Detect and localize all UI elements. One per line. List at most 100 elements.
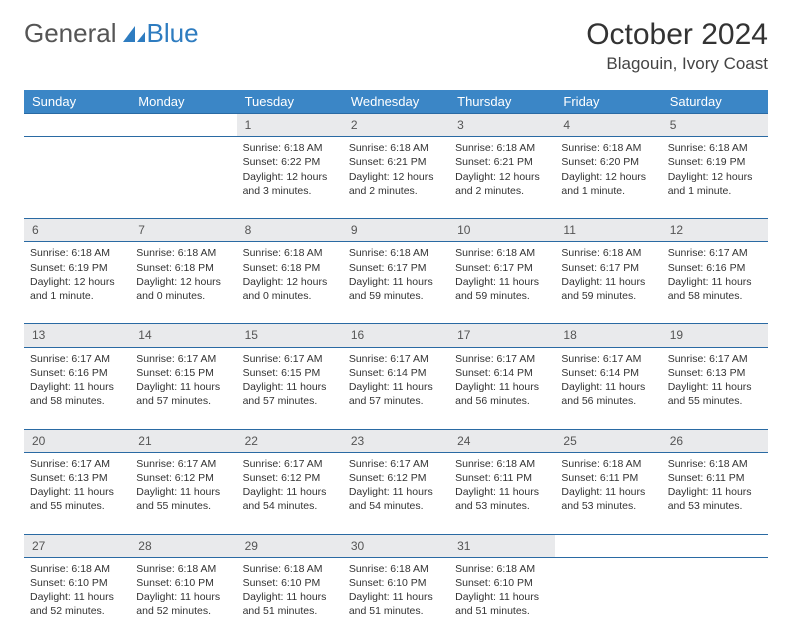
day-sunrise: Sunrise: 6:18 AM [30, 562, 124, 576]
day-number: 23 [343, 429, 449, 452]
day-sunrise: Sunrise: 6:18 AM [136, 246, 230, 260]
day-sunrise: Sunrise: 6:18 AM [136, 562, 230, 576]
day-cell: Sunrise: 6:18 AMSunset: 6:11 PMDaylight:… [662, 452, 768, 534]
day-day1: Daylight: 11 hours [243, 590, 337, 604]
day-sunset: Sunset: 6:12 PM [136, 471, 230, 485]
day-number: 11 [555, 219, 661, 242]
month-title: October 2024 [586, 18, 768, 52]
day-sunset: Sunset: 6:14 PM [349, 366, 443, 380]
day-day2: and 1 minute. [561, 184, 655, 198]
day-sunrise: Sunrise: 6:18 AM [455, 141, 549, 155]
day-number: 26 [662, 429, 768, 452]
day-day2: and 53 minutes. [561, 499, 655, 513]
day-number [130, 114, 236, 137]
day-sunset: Sunset: 6:13 PM [668, 366, 762, 380]
day-day1: Daylight: 11 hours [349, 485, 443, 499]
day-day2: and 54 minutes. [243, 499, 337, 513]
day-cell: Sunrise: 6:18 AMSunset: 6:10 PMDaylight:… [130, 557, 236, 639]
day-number: 7 [130, 219, 236, 242]
title-block: October 2024 Blagouin, Ivory Coast [586, 18, 768, 74]
day-cell: Sunrise: 6:18 AMSunset: 6:17 PMDaylight:… [449, 242, 555, 324]
day-cell: Sunrise: 6:18 AMSunset: 6:18 PMDaylight:… [130, 242, 236, 324]
day-sunset: Sunset: 6:11 PM [561, 471, 655, 485]
day-cell: Sunrise: 6:17 AMSunset: 6:14 PMDaylight:… [555, 347, 661, 429]
day-sunset: Sunset: 6:18 PM [136, 261, 230, 275]
day-number: 9 [343, 219, 449, 242]
day-header: Wednesday [343, 90, 449, 114]
day-sunset: Sunset: 6:11 PM [455, 471, 549, 485]
day-day1: Daylight: 11 hours [668, 275, 762, 289]
day-day2: and 54 minutes. [349, 499, 443, 513]
day-number: 30 [343, 534, 449, 557]
day-sunset: Sunset: 6:10 PM [30, 576, 124, 590]
logo-sail-icon [121, 24, 147, 44]
day-sunset: Sunset: 6:20 PM [561, 155, 655, 169]
day-cell: Sunrise: 6:17 AMSunset: 6:12 PMDaylight:… [130, 452, 236, 534]
day-number: 29 [237, 534, 343, 557]
day-day2: and 2 minutes. [455, 184, 549, 198]
day-sunset: Sunset: 6:17 PM [455, 261, 549, 275]
day-number: 12 [662, 219, 768, 242]
day-cell: Sunrise: 6:17 AMSunset: 6:13 PMDaylight:… [662, 347, 768, 429]
day-day1: Daylight: 11 hours [30, 590, 124, 604]
day-sunset: Sunset: 6:13 PM [30, 471, 124, 485]
week-row: Sunrise: 6:17 AMSunset: 6:16 PMDaylight:… [24, 347, 768, 429]
day-day2: and 56 minutes. [561, 394, 655, 408]
day-day2: and 57 minutes. [243, 394, 337, 408]
day-day1: Daylight: 11 hours [349, 590, 443, 604]
daynum-row: 13141516171819 [24, 324, 768, 347]
day-cell: Sunrise: 6:18 AMSunset: 6:11 PMDaylight:… [555, 452, 661, 534]
day-sunset: Sunset: 6:14 PM [561, 366, 655, 380]
calendar-table: Sunday Monday Tuesday Wednesday Thursday… [24, 90, 768, 639]
day-day1: Daylight: 11 hours [455, 275, 549, 289]
day-sunrise: Sunrise: 6:18 AM [243, 141, 337, 155]
day-sunrise: Sunrise: 6:17 AM [30, 352, 124, 366]
day-sunset: Sunset: 6:17 PM [561, 261, 655, 275]
day-number [24, 114, 130, 137]
day-cell: Sunrise: 6:18 AMSunset: 6:19 PMDaylight:… [24, 242, 130, 324]
day-sunrise: Sunrise: 6:18 AM [668, 141, 762, 155]
day-number: 2 [343, 114, 449, 137]
day-sunset: Sunset: 6:10 PM [243, 576, 337, 590]
day-day1: Daylight: 12 hours [668, 170, 762, 184]
day-sunrise: Sunrise: 6:18 AM [561, 246, 655, 260]
day-number: 21 [130, 429, 236, 452]
day-day1: Daylight: 12 hours [561, 170, 655, 184]
day-day1: Daylight: 11 hours [243, 380, 337, 394]
day-day2: and 0 minutes. [243, 289, 337, 303]
day-sunset: Sunset: 6:10 PM [455, 576, 549, 590]
day-day1: Daylight: 12 hours [136, 275, 230, 289]
day-day2: and 53 minutes. [668, 499, 762, 513]
week-row: Sunrise: 6:18 AMSunset: 6:10 PMDaylight:… [24, 557, 768, 639]
day-cell [130, 137, 236, 219]
day-sunrise: Sunrise: 6:17 AM [243, 352, 337, 366]
day-sunrise: Sunrise: 6:18 AM [243, 246, 337, 260]
day-sunrise: Sunrise: 6:18 AM [561, 457, 655, 471]
day-cell: Sunrise: 6:18 AMSunset: 6:10 PMDaylight:… [24, 557, 130, 639]
day-sunrise: Sunrise: 6:18 AM [455, 246, 549, 260]
day-day1: Daylight: 11 hours [561, 380, 655, 394]
day-number: 19 [662, 324, 768, 347]
day-cell: Sunrise: 6:17 AMSunset: 6:16 PMDaylight:… [662, 242, 768, 324]
day-sunrise: Sunrise: 6:17 AM [668, 352, 762, 366]
day-day2: and 59 minutes. [561, 289, 655, 303]
day-sunrise: Sunrise: 6:18 AM [30, 246, 124, 260]
day-day2: and 55 minutes. [136, 499, 230, 513]
day-number: 27 [24, 534, 130, 557]
day-day1: Daylight: 11 hours [349, 275, 443, 289]
day-sunrise: Sunrise: 6:17 AM [668, 246, 762, 260]
day-day1: Daylight: 12 hours [455, 170, 549, 184]
day-number: 31 [449, 534, 555, 557]
day-number: 14 [130, 324, 236, 347]
day-cell [662, 557, 768, 639]
day-cell: Sunrise: 6:18 AMSunset: 6:17 PMDaylight:… [555, 242, 661, 324]
day-sunset: Sunset: 6:21 PM [455, 155, 549, 169]
day-sunrise: Sunrise: 6:18 AM [349, 141, 443, 155]
day-sunset: Sunset: 6:18 PM [243, 261, 337, 275]
day-number: 20 [24, 429, 130, 452]
day-sunrise: Sunrise: 6:18 AM [243, 562, 337, 576]
day-day1: Daylight: 11 hours [455, 380, 549, 394]
day-cell [24, 137, 130, 219]
day-header: Friday [555, 90, 661, 114]
day-day1: Daylight: 11 hours [668, 485, 762, 499]
